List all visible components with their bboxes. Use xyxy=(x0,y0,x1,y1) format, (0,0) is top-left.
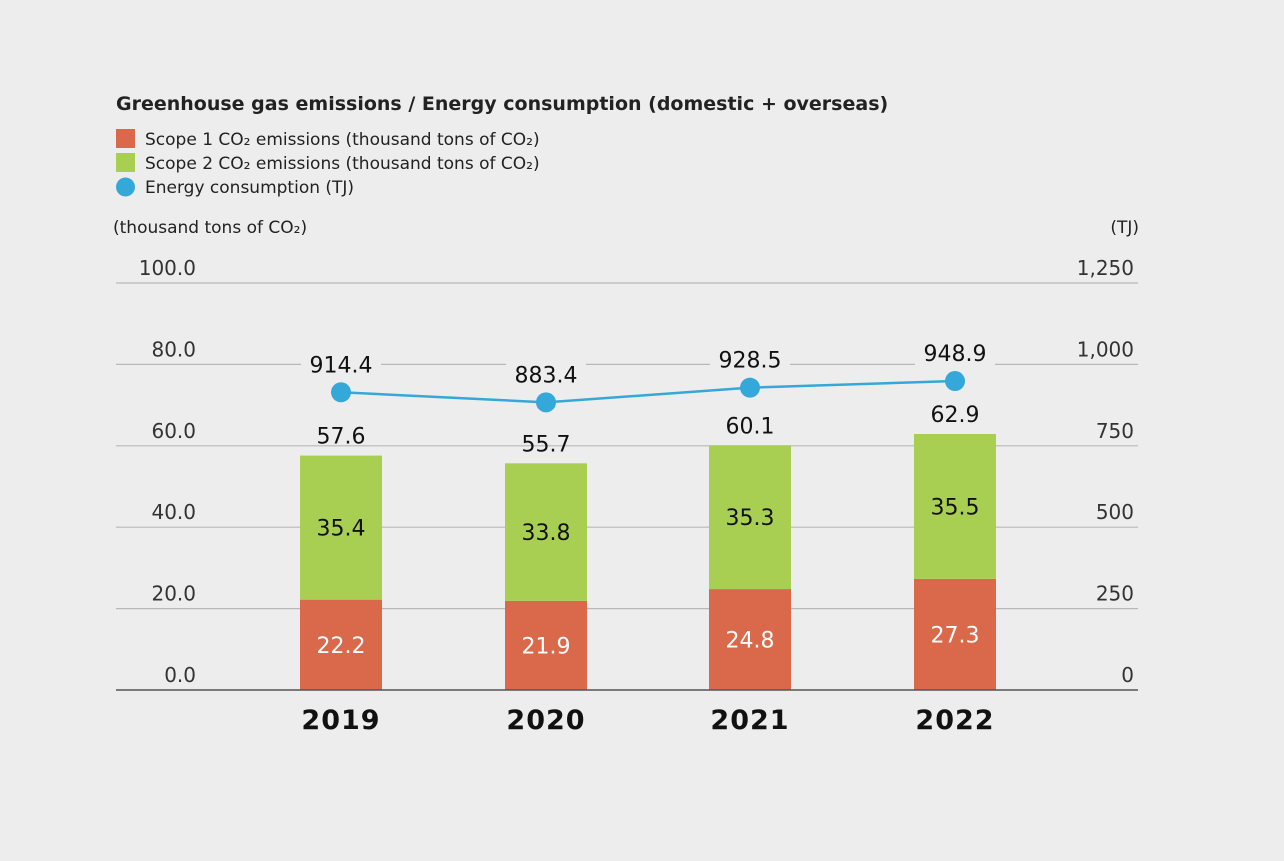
y-right-tick-label: 1,250 xyxy=(1077,256,1134,280)
y-right-tick-label: 750 xyxy=(1096,419,1134,443)
y-right-tick-label: 0 xyxy=(1121,663,1134,687)
bars xyxy=(300,433,996,690)
energy-label-backdrop xyxy=(710,345,790,374)
x-tick-label-2022: 2022 xyxy=(915,705,994,736)
bar-scope2-2019 xyxy=(300,455,382,600)
bar-scope1-2022 xyxy=(914,578,996,690)
legend-swatch-scope1 xyxy=(116,129,135,148)
label-energy-2022: 948.9 xyxy=(924,342,987,367)
x-tick-label-2020: 2020 xyxy=(506,705,585,736)
energy-point-2020 xyxy=(536,392,556,413)
y-left-tick-label: 100.0 xyxy=(139,256,196,280)
bar-scope1-2019 xyxy=(300,599,382,690)
label-scope1-2021: 24.8 xyxy=(726,629,775,654)
label-scope2-2021: 35.3 xyxy=(726,506,775,531)
data-labels: 22.2 35.4 57.6 21.9 33.8 55.7 24.8 35.3 60.1 27.3… xyxy=(317,403,980,659)
energy-label-backdrop xyxy=(915,339,995,368)
y-left-axis-label: (thousand tons of CO₂) xyxy=(113,218,307,238)
energy-line-path xyxy=(340,379,956,404)
label-scope2-2022: 35.5 xyxy=(931,495,980,520)
y-right-tick-label: 250 xyxy=(1096,582,1134,606)
chart-title: Greenhouse gas emissions / Energy consum… xyxy=(116,93,888,115)
bar-scope2-2020 xyxy=(505,463,587,601)
energy-line: 914.4 883.4 928.5 948.9 xyxy=(301,339,995,413)
x-tick-label-2021: 2021 xyxy=(710,705,789,736)
label-total-2022: 62.9 xyxy=(931,403,980,428)
label-energy-2019: 914.4 xyxy=(310,353,373,378)
energy-point-2019 xyxy=(331,382,351,403)
energy-point-2021 xyxy=(740,377,760,398)
y-left-tick-label: 40.0 xyxy=(151,500,196,524)
label-scope2-2019: 35.4 xyxy=(317,517,366,542)
bar-scope1-2021 xyxy=(709,589,791,690)
label-scope1-2019: 22.2 xyxy=(317,634,366,659)
label-energy-2021: 928.5 xyxy=(719,349,782,374)
energy-point-2022 xyxy=(945,371,965,392)
legend-label-energy: Energy consumption (TJ) xyxy=(145,178,354,198)
bar-scope2-2021 xyxy=(709,445,791,590)
x-tick-label-2019: 2019 xyxy=(301,705,380,736)
legend: Scope 1 CO₂ emissions (thousand tons of … xyxy=(116,129,540,198)
energy-label-backdrop xyxy=(301,350,381,379)
label-total-2020: 55.7 xyxy=(522,432,571,457)
bar-scope2-2022 xyxy=(914,433,996,579)
y-left-tick-label: 80.0 xyxy=(151,337,196,361)
y-right-tick-label: 500 xyxy=(1096,500,1134,524)
label-total-2019: 57.6 xyxy=(317,425,366,450)
label-scope1-2020: 21.9 xyxy=(522,634,571,659)
legend-label-scope2: Scope 2 CO₂ emissions (thousand tons of … xyxy=(145,154,540,174)
y-left-tick-label: 0.0 xyxy=(164,663,196,687)
legend-label-scope1: Scope 1 CO₂ emissions (thousand tons of … xyxy=(145,130,540,150)
axes: 0.0 20.0 40.0 60.0 80.0 100.0 0 250 500 750 1,000 1… xyxy=(116,256,1138,736)
label-scope2-2020: 33.8 xyxy=(522,521,571,546)
y-left-tick-label: 20.0 xyxy=(151,582,196,606)
bar-scope1-2020 xyxy=(505,600,587,690)
energy-label-backdrop xyxy=(506,360,586,389)
label-total-2021: 60.1 xyxy=(726,414,775,439)
label-scope1-2022: 27.3 xyxy=(931,623,980,648)
label-energy-2020: 883.4 xyxy=(515,363,578,388)
y-left-tick-label: 60.0 xyxy=(151,419,196,443)
y-right-axis-label: (TJ) xyxy=(1110,218,1139,238)
legend-swatch-scope2 xyxy=(116,153,135,172)
legend-marker-energy xyxy=(116,177,135,197)
y-right-tick-label: 1,000 xyxy=(1077,337,1134,361)
